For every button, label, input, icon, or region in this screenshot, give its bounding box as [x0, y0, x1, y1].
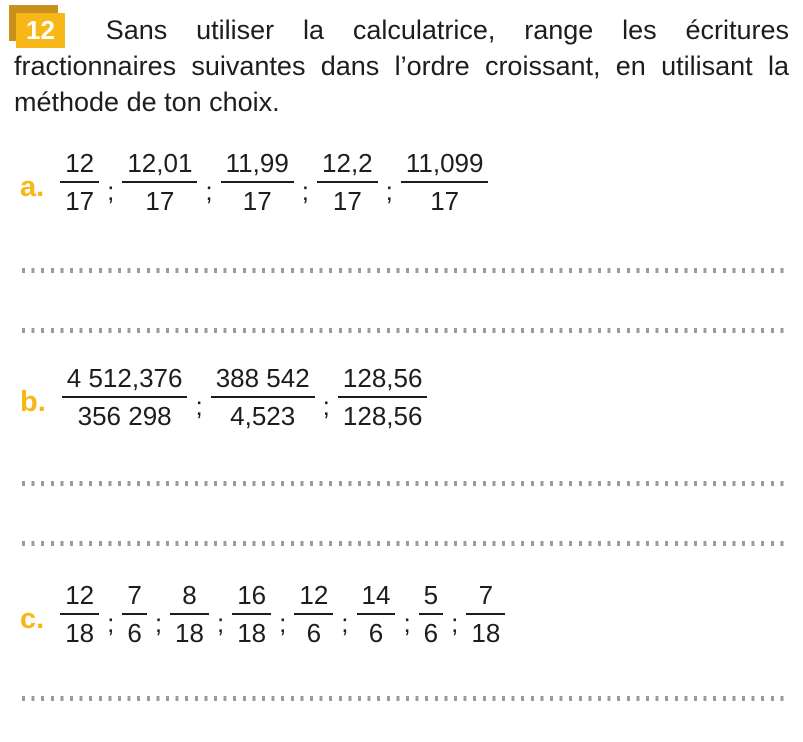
answer-line	[22, 268, 785, 273]
fraction-denominator: 18	[170, 613, 209, 648]
fraction: 5 6	[418, 580, 444, 648]
fraction: 388 542 4,523	[210, 363, 315, 431]
fraction-denominator: 6	[122, 613, 147, 648]
fraction-denominator: 18	[466, 613, 506, 648]
fraction: 12,01 17	[122, 148, 198, 216]
fraction: 128,56 128,56	[337, 363, 428, 431]
section-c: c. 12 18 ; 7 6 ; 8 18 ; 16 18 ; 12 6 ; 1…	[20, 580, 789, 648]
separator: ;	[385, 175, 393, 206]
fraction-denominator: 17	[220, 181, 294, 216]
exercise-number: 12	[16, 13, 65, 48]
separator: ;	[205, 175, 213, 206]
fraction: 14 6	[356, 580, 396, 648]
separator: ;	[216, 607, 225, 638]
fraction-denominator: 4,523	[210, 396, 315, 431]
fraction-denominator: 18	[232, 613, 272, 648]
fraction: 12 6	[294, 580, 334, 648]
separator: ;	[451, 607, 459, 638]
fraction-denominator: 128,56	[337, 396, 428, 431]
separator: ;	[107, 175, 115, 206]
fraction-numerator: 128,56	[342, 363, 423, 393]
fraction-numerator: 12	[65, 148, 95, 178]
fraction: 11,99 17	[220, 148, 294, 216]
fraction-numerator: 5	[423, 580, 439, 610]
separator: ;	[154, 607, 163, 638]
fraction-denominator: 17	[400, 181, 489, 216]
fraction-numerator: 8	[182, 580, 197, 610]
answer-line	[22, 481, 785, 486]
fraction: 7 6	[122, 580, 147, 648]
fraction-denominator: 6	[418, 613, 444, 648]
exercise-number-badge: 12	[9, 5, 65, 48]
fraction: 4 512,376 356 298	[61, 363, 188, 431]
fraction-numerator: 12	[299, 580, 329, 610]
fraction-numerator: 7	[478, 580, 494, 610]
separator: ;	[341, 607, 349, 638]
separator: ;	[403, 607, 411, 638]
answer-line	[22, 328, 785, 333]
fraction: 8 18	[170, 580, 209, 648]
section-a: a. 12 17 ; 12,01 17 ; 11,99 17 ; 12,2 17…	[20, 148, 789, 216]
fraction-denominator: 356 298	[61, 396, 188, 431]
fraction-numerator: 7	[127, 580, 142, 610]
section-b: b. 4 512,376 356 298 ; 388 542 4,523 ; 1…	[20, 363, 789, 431]
fraction-numerator: 12,2	[322, 148, 373, 178]
separator: ;	[107, 607, 115, 638]
fraction-numerator: 11,099	[405, 148, 484, 178]
fraction: 12 17	[60, 148, 100, 216]
fraction-numerator: 12,01	[127, 148, 193, 178]
section-b-label: b.	[20, 385, 46, 418]
fraction-denominator: 17	[122, 181, 198, 216]
fraction: 16 18	[232, 580, 272, 648]
fraction: 7 18	[466, 580, 506, 648]
answer-line	[22, 541, 785, 546]
fraction-denominator: 17	[317, 181, 378, 216]
fraction-numerator: 388 542	[215, 363, 310, 393]
fraction-numerator: 12	[65, 580, 95, 610]
fraction-denominator: 6	[294, 613, 334, 648]
separator: ;	[301, 175, 310, 206]
separator: ;	[279, 607, 287, 638]
fraction-numerator: 4 512,376	[66, 363, 183, 393]
separator: ;	[195, 390, 203, 421]
separator: ;	[322, 390, 330, 421]
fraction: 12,2 17	[317, 148, 378, 216]
fraction-numerator: 14	[361, 580, 391, 610]
section-c-label: c.	[20, 602, 45, 635]
answer-line	[22, 696, 785, 701]
fraction-denominator: 17	[60, 181, 100, 216]
fraction: 11,099 17	[400, 148, 489, 216]
fraction-numerator: 16	[237, 580, 267, 610]
fraction-denominator: 18	[60, 613, 100, 648]
fraction: 12 18	[60, 580, 100, 648]
exercise-header: 12 Sans utiliser la calculatrice, range …	[9, 5, 789, 120]
exercise-instruction: Sans utiliser la calculatrice, range les…	[14, 15, 789, 117]
fraction-numerator: 11,99	[225, 148, 289, 178]
fraction-denominator: 6	[356, 613, 396, 648]
section-a-label: a.	[20, 170, 45, 203]
